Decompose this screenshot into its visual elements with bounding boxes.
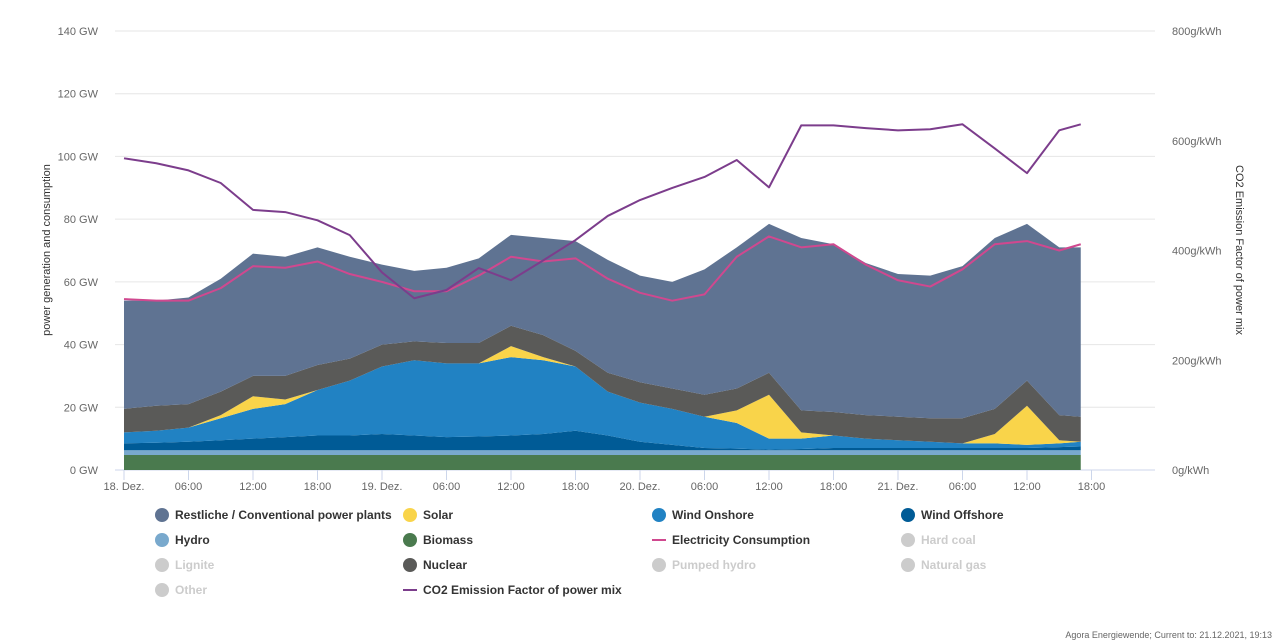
y-tick-label: 20 GW [64, 402, 99, 414]
x-tick-label: 12:00 [755, 481, 783, 493]
y2-tick-label: 600g/kWh [1172, 136, 1222, 148]
line-electricity-consumption [123, 235, 1082, 302]
legend-dot-icon [403, 558, 417, 572]
x-tick-label: 21. Dez. [878, 481, 919, 493]
legend-item-hard-coal[interactable]: Hard coal [901, 533, 976, 547]
legend-label: Hard coal [921, 533, 976, 547]
y2-tick-label: 200g/kWh [1172, 355, 1222, 367]
x-tick-label: 06:00 [691, 481, 719, 493]
x-tick-label: 19. Dez. [362, 481, 403, 493]
y2-tick-label: 0g/kWh [1172, 465, 1209, 477]
legend-item-wind-onshore[interactable]: Wind Onshore [652, 508, 754, 522]
line-co2-emission-factor-of-power-mix [123, 123, 1082, 300]
legend-dot-icon [155, 533, 169, 547]
x-tick-label: 18:00 [820, 481, 848, 493]
legend-dot-icon [403, 533, 417, 547]
y-tick-label: 100 GW [58, 151, 99, 163]
legend-dot-icon [403, 508, 417, 522]
legend-label: Lignite [175, 558, 215, 572]
legend-item-hydro[interactable]: Hydro [155, 533, 210, 547]
legend-item-biomass[interactable]: Biomass [403, 533, 473, 547]
legend-item-wind-offshore[interactable]: Wind Offshore [901, 508, 1004, 522]
x-tick-label: 12:00 [1013, 481, 1041, 493]
legend-label: Solar [423, 508, 454, 522]
legend-item-other[interactable]: Other [155, 583, 207, 597]
legend-label: Restliche / Conventional power plants [175, 508, 392, 522]
legend-dot-icon [901, 533, 915, 547]
y2-axis-title: CO2 Emission Factor of power mix [1233, 165, 1245, 335]
y2-tick-label: 400g/kWh [1172, 246, 1222, 258]
y2-tick-label: 800g/kWh [1172, 26, 1222, 38]
legend-item-nuclear[interactable]: Nuclear [403, 558, 467, 572]
area-wind-offshore [124, 430, 1081, 451]
legend-label: Wind Onshore [672, 508, 754, 522]
area-wind-onshore [124, 357, 1081, 450]
legend-label: Natural gas [921, 558, 987, 572]
legend-item-solar[interactable]: Solar [403, 508, 453, 522]
y-tick-label: 40 GW [64, 340, 99, 352]
legend-item-lignite[interactable]: Lignite [155, 558, 214, 572]
legend-label: CO2 Emission Factor of power mix [423, 583, 622, 597]
legend-line-icon [403, 589, 417, 591]
x-tick-label: 12:00 [497, 481, 525, 493]
x-tick-label: 18:00 [1078, 481, 1106, 493]
legend-line-icon [652, 539, 666, 541]
legend-item-pumped-hydro[interactable]: Pumped hydro [652, 558, 756, 572]
footer-credit: Agora Energiewende; Current to: 21.12.20… [1065, 630, 1272, 640]
x-tick-label: 18:00 [304, 481, 332, 493]
y-tick-label: 140 GW [58, 26, 99, 38]
legend-label: Nuclear [423, 558, 468, 572]
y-tick-label: 80 GW [64, 214, 99, 226]
x-tick-label: 18:00 [562, 481, 590, 493]
legend-dot-icon [652, 508, 666, 522]
x-tick-label: 06:00 [175, 481, 203, 493]
x-tick-label: 06:00 [433, 481, 461, 493]
legend-dot-icon [155, 558, 169, 572]
legend-label: Other [175, 583, 208, 597]
legend-item-natural-gas[interactable]: Natural gas [901, 558, 986, 572]
legend-label: Wind Offshore [921, 508, 1004, 522]
x-tick-label: 12:00 [239, 481, 267, 493]
legend-label: Biomass [423, 533, 474, 547]
legend-item-electricity-consumption[interactable]: Electricity Consumption [652, 533, 810, 547]
legend-dot-icon [652, 558, 666, 572]
legend-dot-icon [901, 558, 915, 572]
legend-label: Hydro [175, 533, 210, 547]
x-tick-label: 20. Dez. [620, 481, 661, 493]
x-tick-label: 18. Dez. [104, 481, 145, 493]
x-tick-label: 06:00 [949, 481, 977, 493]
legend-dot-icon [901, 508, 915, 522]
area-nuclear [124, 325, 1081, 444]
legend-label: Pumped hydro [672, 558, 757, 572]
legend-dot-icon [155, 508, 169, 522]
area-restliche-conventional-power-plants [124, 223, 1081, 419]
legend-item-co2-emission-factor-of-power-mix[interactable]: CO2 Emission Factor of power mix [403, 583, 622, 597]
y-tick-label: 120 GW [58, 89, 99, 101]
legend-label: Electricity Consumption [672, 533, 811, 547]
legend-item-restliche-conventional-power-plants[interactable]: Restliche / Conventional power plants [155, 508, 392, 522]
legend-dot-icon [155, 583, 169, 597]
area-hydro [124, 450, 1081, 455]
y-tick-label: 0 GW [70, 465, 99, 477]
y-tick-label: 60 GW [64, 277, 99, 289]
area-biomass [124, 454, 1081, 470]
y-axis-title: power generation and consumption [41, 164, 53, 336]
